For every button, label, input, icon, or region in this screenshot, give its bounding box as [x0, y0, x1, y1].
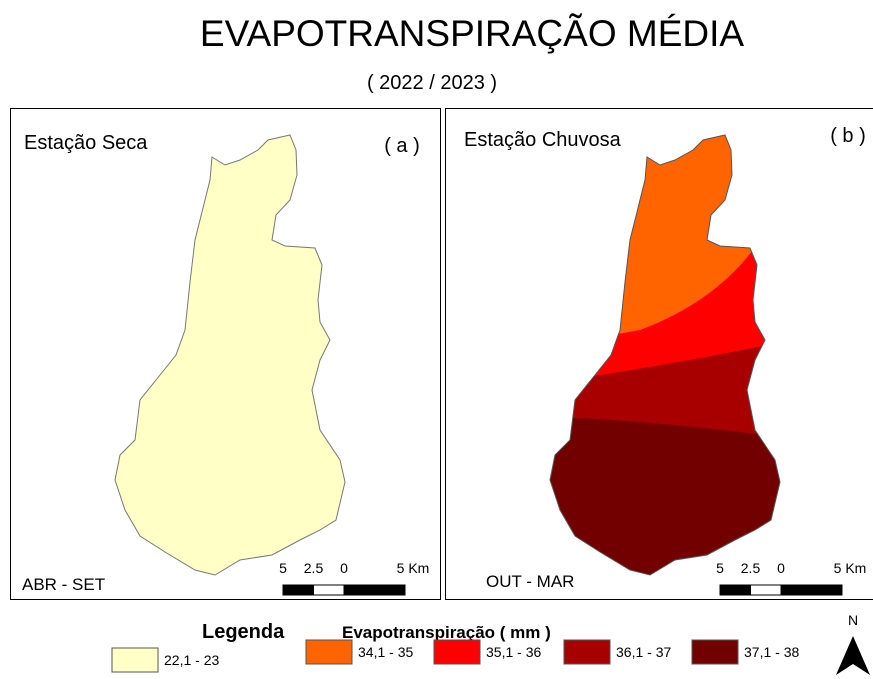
scale-label: 5 [279, 560, 287, 576]
legend-label: 35,1 - 36 [486, 644, 541, 660]
scale-label: 2.5 [741, 560, 761, 576]
panel-letter: ( b ) [830, 125, 866, 147]
legend-swatch [305, 639, 353, 665]
north-label: N [848, 612, 858, 628]
scale-label: 0 [340, 560, 348, 576]
legend-title: Legenda [202, 621, 285, 643]
scale-label: 2.5 [304, 560, 324, 576]
panel-title: Estação Seca [24, 132, 148, 154]
scale-label: 5 Km [834, 560, 867, 576]
basin-outline [549, 134, 781, 576]
basin-dry [114, 134, 346, 576]
scale-bar [313, 584, 345, 596]
season: ABR - SET [22, 575, 105, 594]
north-arrow-shape [836, 636, 870, 675]
legend-swatch [111, 647, 159, 673]
panel-letter: ( a ) [384, 135, 420, 157]
scale-bar [780, 584, 843, 596]
scale-bar [282, 584, 314, 596]
legend-label: 34,1 - 35 [358, 644, 413, 660]
title: EVAPOTRANSPIRAÇÃO MÉDIA [200, 13, 744, 54]
panel-frame [445, 108, 873, 600]
scale-label: 0 [777, 560, 785, 576]
legend-label: 22,1 - 23 [164, 652, 219, 668]
legend-label: 36,1 - 37 [616, 644, 671, 660]
scale-bar [750, 584, 782, 596]
scale-bar [343, 584, 406, 596]
legend-subtitle: Evapotranspiração ( mm ) [342, 623, 551, 642]
legend-swatch [433, 639, 481, 665]
panel-frame [10, 108, 441, 600]
basin-wet-zones [550, 135, 780, 575]
season: OUT - MAR [486, 572, 574, 591]
subtitle: ( 2022 / 2023 ) [367, 72, 497, 94]
scale-label: 5 [716, 560, 724, 576]
legend-swatch [563, 639, 611, 665]
scale-label: 5 Km [397, 560, 430, 576]
legend-label: 37,1 - 38 [744, 644, 799, 660]
north-arrow: N [836, 612, 870, 675]
panel-title: Estação Chuvosa [464, 129, 622, 151]
scale-bar [719, 584, 751, 596]
legend-swatch [691, 639, 739, 665]
